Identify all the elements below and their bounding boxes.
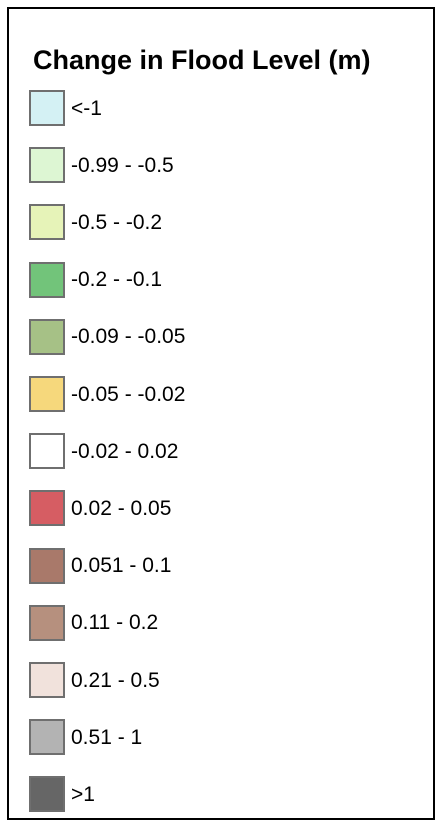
legend-swatch [29, 719, 65, 756]
legend-item: -0.5 - -0.2 [29, 202, 162, 242]
legend-item-label: >1 [71, 782, 95, 806]
legend-item-label: 0.11 - 0.2 [71, 611, 159, 635]
legend-swatch [29, 147, 65, 184]
legend-title: Change in Flood Level (m) [33, 45, 371, 75]
legend-swatch [29, 90, 65, 126]
legend-swatch [29, 776, 65, 813]
legend-item: -0.02 - 0.02 [29, 431, 178, 471]
legend-swatch [29, 547, 65, 584]
legend-swatch [29, 318, 65, 355]
legend-swatch [29, 604, 65, 641]
legend-item: -0.05 - -0.02 [29, 374, 185, 414]
legend-item: -0.2 - -0.1 [29, 260, 162, 300]
legend-item-label: -0.05 - -0.02 [71, 382, 186, 406]
legend-item-label: 0.051 - 0.1 [71, 554, 172, 578]
legend-swatch [29, 204, 65, 241]
legend-item: >1 [29, 774, 95, 814]
legend-item: <-1 [29, 88, 102, 128]
legend-swatch [29, 662, 65, 698]
legend-item: 0.02 - 0.05 [29, 488, 171, 528]
legend-item-label: 0.02 - 0.05 [71, 496, 172, 520]
legend-item: -0.99 - -0.5 [29, 145, 174, 185]
legend-swatch [29, 376, 65, 412]
legend-item-label: 0.51 - 1 [71, 725, 143, 749]
legend-item: 0.11 - 0.2 [29, 603, 158, 643]
legend-item: 0.051 - 0.1 [29, 546, 171, 586]
legend-item-label: -0.99 - -0.5 [71, 153, 174, 177]
map-legend: Change in Flood Level (m) <-1 -0.99 - -0.… [7, 7, 435, 820]
legend-item: 0.21 - 0.5 [29, 660, 160, 700]
legend-item-label: <-1 [71, 96, 102, 120]
legend-swatch [29, 261, 65, 298]
legend-swatch [29, 433, 65, 470]
legend-item-label: -0.02 - 0.02 [71, 439, 179, 463]
legend-item-label: -0.09 - -0.05 [71, 325, 186, 349]
legend-item-label: -0.2 - -0.1 [71, 268, 163, 292]
legend-item: -0.09 - -0.05 [29, 317, 185, 357]
legend-list: <-1 -0.99 - -0.5 -0.5 - -0.2 -0.2 - -0.1 -0.… [9, 9, 433, 818]
legend-swatch [29, 490, 65, 527]
legend-item-label: -0.5 - -0.2 [71, 210, 163, 234]
legend-item: 0.51 - 1 [29, 717, 142, 757]
legend-item-label: 0.21 - 0.5 [71, 668, 160, 692]
